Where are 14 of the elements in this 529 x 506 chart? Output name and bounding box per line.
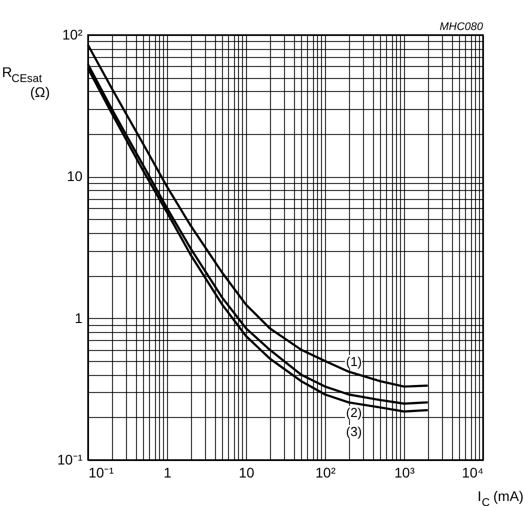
x-tick-label: 10⁻¹ <box>88 464 114 480</box>
text: MHC080 <box>440 21 484 33</box>
y-tick-label: 1 <box>74 310 83 326</box>
y-tick-label: 10⁻¹ <box>57 452 83 468</box>
x-tick-label: 10 <box>238 464 254 480</box>
annotation: (3) <box>346 424 362 439</box>
x-tick-label: 10⁴ <box>462 464 484 480</box>
y-tick-label: 10² <box>62 26 83 42</box>
annotation: (1) <box>346 354 362 369</box>
y-tick-label: 10 <box>66 168 83 184</box>
x-tick-label: 10² <box>315 464 336 480</box>
annotation: (2) <box>346 405 362 420</box>
x-tick-label: 1 <box>164 464 172 480</box>
x-tick-label: 10³ <box>394 464 415 480</box>
